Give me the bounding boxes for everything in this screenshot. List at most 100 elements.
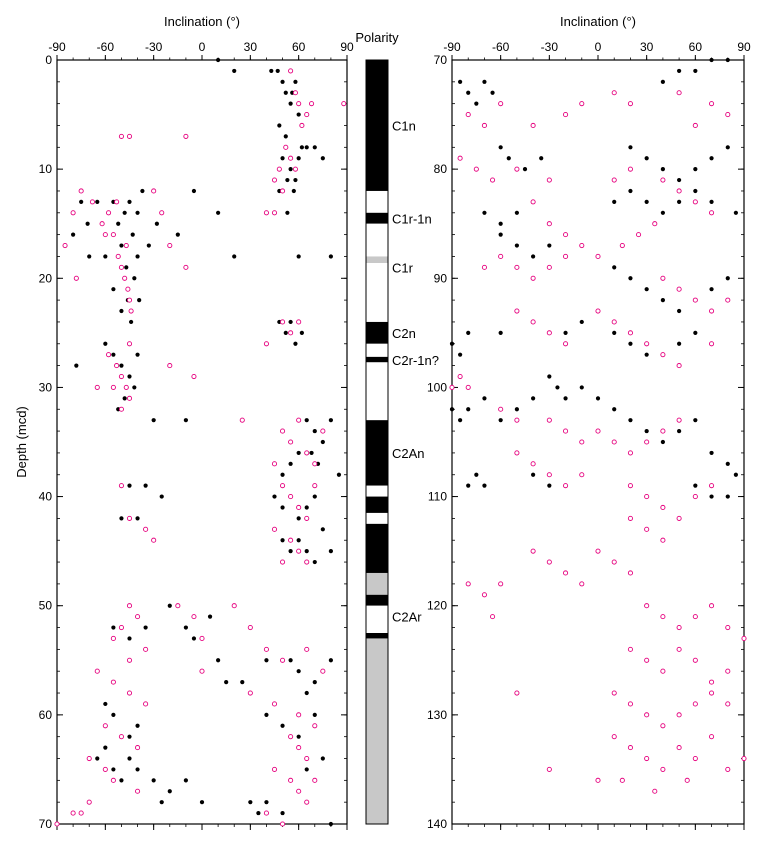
data-point-filled bbox=[466, 407, 471, 412]
data-point-filled bbox=[95, 199, 100, 204]
data-point-open bbox=[183, 264, 189, 270]
data-point-filled bbox=[628, 276, 633, 281]
data-point-filled bbox=[280, 538, 285, 543]
data-point-filled bbox=[312, 680, 317, 685]
x-tick-label: 60 bbox=[292, 40, 306, 54]
data-point-open bbox=[692, 755, 698, 762]
plot-frame bbox=[451, 59, 745, 825]
polarity-band-normal bbox=[366, 356, 388, 363]
data-point-filled bbox=[328, 821, 333, 827]
data-point-filled bbox=[132, 276, 137, 281]
data-point-open bbox=[546, 330, 552, 336]
data-point-filled bbox=[458, 418, 463, 423]
data-point-open bbox=[110, 679, 116, 685]
data-point-filled bbox=[296, 254, 301, 259]
data-point-filled bbox=[612, 265, 617, 270]
data-point-open bbox=[546, 264, 552, 270]
data-point-filled bbox=[328, 658, 333, 663]
data-point-open bbox=[652, 788, 658, 794]
data-point-filled bbox=[151, 778, 156, 783]
data-point-open bbox=[627, 330, 633, 336]
x-tick-label: 90 bbox=[737, 40, 751, 54]
data-point-filled bbox=[264, 800, 269, 805]
data-point-open bbox=[627, 101, 633, 107]
polarity-label: C1n bbox=[392, 118, 416, 133]
data-point-filled bbox=[119, 243, 124, 248]
data-point-filled bbox=[660, 167, 665, 172]
data-point-filled bbox=[288, 319, 293, 325]
data-point-filled bbox=[628, 418, 633, 423]
data-point-filled bbox=[71, 232, 76, 237]
data-point-filled bbox=[296, 112, 301, 117]
data-point-open bbox=[304, 799, 310, 805]
data-point-open bbox=[611, 439, 617, 445]
y-tick-label: 110 bbox=[428, 490, 447, 504]
data-point-filled bbox=[304, 767, 309, 772]
data-point-filled bbox=[498, 221, 503, 226]
data-point-open bbox=[676, 286, 682, 292]
data-point-filled bbox=[677, 428, 682, 434]
data-point-open bbox=[611, 690, 617, 696]
data-point-open bbox=[102, 766, 108, 772]
polarity-label: C2r-1n? bbox=[392, 353, 439, 368]
data-point-open bbox=[741, 755, 747, 762]
polarity-column: Polarity C1n C1r-1n C1r C2n C2r-1n? C2An C2Ar bbox=[355, 30, 439, 825]
data-point-open bbox=[299, 122, 305, 129]
data-point-filled bbox=[677, 341, 682, 346]
data-point-open bbox=[644, 494, 650, 500]
data-point-filled bbox=[132, 385, 137, 390]
data-point-open bbox=[312, 483, 318, 489]
data-point-open bbox=[159, 210, 165, 216]
x-tick-label: -60 bbox=[97, 40, 115, 54]
data-point-filled bbox=[119, 516, 124, 521]
data-point-open bbox=[530, 199, 536, 205]
data-point-filled bbox=[312, 559, 317, 565]
data-point-filled bbox=[111, 352, 116, 357]
polarity-frame bbox=[365, 59, 389, 825]
data-point-filled bbox=[280, 723, 285, 728]
data-point-open bbox=[118, 406, 124, 412]
data-point-filled bbox=[725, 461, 730, 466]
data-point-open bbox=[135, 788, 141, 794]
data-point-open bbox=[280, 821, 286, 827]
data-point-filled bbox=[644, 352, 649, 357]
data-point-open bbox=[296, 788, 302, 794]
data-point-filled bbox=[296, 156, 301, 161]
data-point-filled bbox=[280, 505, 285, 510]
data-point-filled bbox=[733, 472, 738, 477]
data-point-open bbox=[292, 166, 298, 172]
data-point-open bbox=[280, 559, 286, 565]
data-point-open bbox=[619, 242, 625, 249]
data-point-open bbox=[595, 548, 601, 554]
data-point-filled bbox=[130, 232, 135, 237]
data-point-open bbox=[692, 494, 698, 500]
data-point-open bbox=[296, 548, 302, 554]
data-point-open bbox=[498, 253, 504, 260]
polarity-label: C2Ar bbox=[392, 610, 422, 625]
data-point-open bbox=[110, 777, 116, 783]
data-point-open bbox=[86, 799, 92, 805]
data-point-filled bbox=[660, 298, 665, 303]
data-point-filled bbox=[143, 483, 148, 488]
data-point-open bbox=[563, 570, 569, 576]
data-point-filled bbox=[709, 156, 714, 161]
data-point-filled bbox=[644, 287, 649, 292]
data-point-open bbox=[644, 755, 650, 762]
data-point-filled bbox=[328, 254, 333, 259]
data-point-open bbox=[676, 363, 682, 369]
x-tick-label: 0 bbox=[199, 40, 206, 54]
data-point-open bbox=[99, 221, 105, 227]
y-tick-label: 140 bbox=[427, 817, 447, 831]
data-point-open bbox=[660, 428, 666, 434]
data-point-filled bbox=[320, 156, 325, 161]
data-point-open bbox=[288, 734, 294, 740]
data-point-filled bbox=[522, 167, 528, 172]
data-point-filled bbox=[677, 177, 682, 183]
x-tick-label: -60 bbox=[492, 40, 510, 54]
data-point-open bbox=[709, 341, 715, 347]
data-point-open bbox=[692, 701, 698, 707]
data-point-filled bbox=[563, 330, 568, 335]
data-point-open bbox=[126, 341, 133, 347]
data-point-filled bbox=[224, 680, 229, 685]
